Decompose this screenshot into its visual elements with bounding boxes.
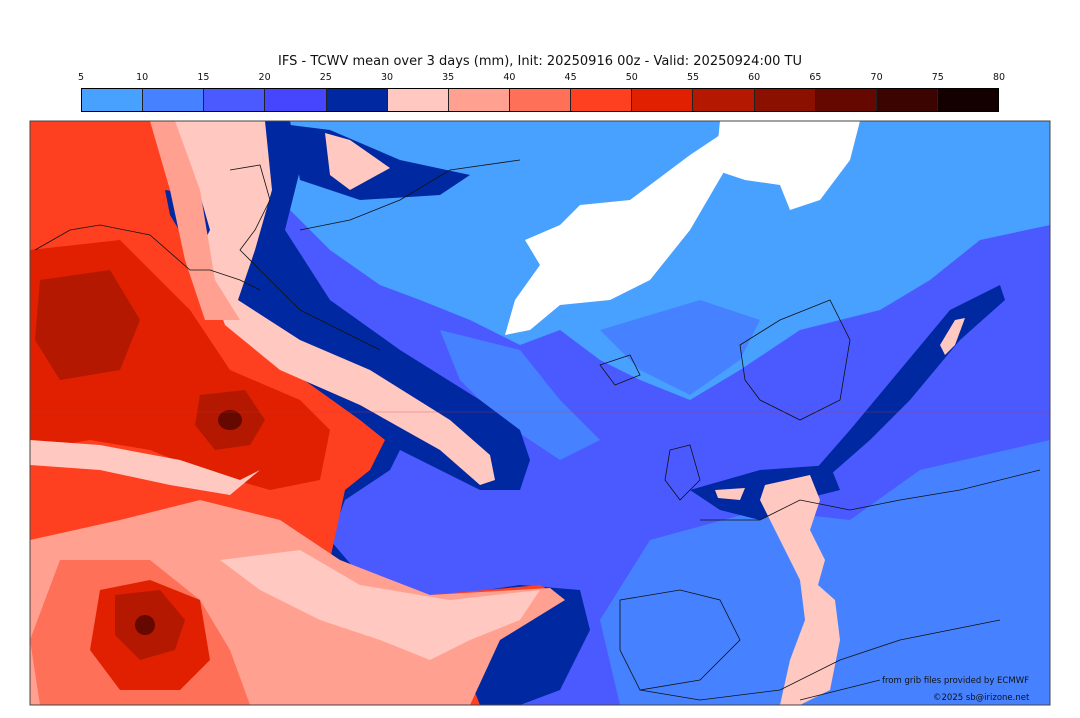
region-30-35mm-hudson	[325, 133, 390, 190]
region-10-15mm-patch	[440, 330, 600, 460]
cyclone-core	[218, 410, 242, 430]
colorbar-tick-label: 15	[197, 72, 210, 83]
colorbar-tick-label: 70	[870, 72, 883, 83]
colorbar-tick-label: 5	[77, 72, 85, 83]
copyright-credit: ©2025 sb@irizone.net	[933, 693, 1030, 703]
colorbar-swatch	[448, 89, 510, 111]
colorbar-swatch	[754, 89, 816, 111]
colorbar-tick-label: 10	[136, 72, 149, 83]
colorbar-tick-label: 60	[748, 72, 761, 83]
colorbar-swatch	[632, 89, 694, 111]
colorbar-tick-label: 50	[625, 72, 638, 83]
colorbar-tick-label: 25	[319, 72, 332, 83]
colorbar-tick-label: 45	[564, 72, 577, 83]
region-10-15mm-europe	[600, 440, 1050, 705]
region-55-60mm	[35, 270, 140, 380]
colorbar-tick-label: 55	[686, 72, 700, 83]
colorbar-swatch	[326, 89, 388, 111]
source-credit: from grib files provided by ECMWF	[882, 676, 1029, 686]
map-frame	[29, 120, 1051, 706]
colorbar-swatch	[937, 89, 999, 111]
arctic-ice-white	[715, 121, 860, 210]
colorbar	[81, 88, 999, 112]
region-30-35mm-europe	[715, 488, 745, 500]
colorbar-tick-label: 75	[931, 72, 944, 83]
colorbar-swatch	[204, 89, 266, 111]
colorbar-tick-label: 40	[503, 72, 516, 83]
region-30-35mm-south	[220, 550, 540, 660]
region-30-35mm-coast	[160, 121, 495, 485]
colorbar-tick-label: 35	[442, 72, 455, 83]
colorbar-tick-label: 20	[258, 72, 271, 83]
colorbar-tick-label: 30	[380, 72, 394, 83]
region-30-35mm-scand	[940, 318, 965, 355]
colorbar-swatch	[815, 89, 877, 111]
colorbar-ticks: 5 10 15 20 25 30 35 40 45 50 55 60 65 70 75 80	[77, 72, 1005, 84]
colorbar-swatch	[876, 89, 938, 111]
coastlines	[34, 159, 1041, 701]
region-30-35mm-swirl	[30, 440, 260, 495]
region-35-40mm	[150, 121, 240, 320]
cyclone-core-south	[135, 615, 155, 635]
colorbar-swatch	[693, 89, 755, 111]
greenland-white	[505, 135, 725, 335]
colorbar-swatch	[509, 89, 572, 111]
colorbar-swatch	[571, 89, 633, 111]
region-30-35mm-italy	[760, 475, 840, 705]
colorbar-swatch	[265, 89, 327, 111]
region-10-15mm-patch	[600, 300, 760, 395]
colorbar-swatch	[387, 89, 449, 111]
colorbar-swatch	[143, 89, 205, 111]
colorbar-tick-label: 65	[809, 72, 822, 83]
chart-title: IFS - TCWV mean over 3 days (mm), Init: …	[278, 54, 802, 69]
colorbar-swatch	[82, 89, 144, 111]
colorbar-tick-label: 80	[992, 72, 1006, 83]
